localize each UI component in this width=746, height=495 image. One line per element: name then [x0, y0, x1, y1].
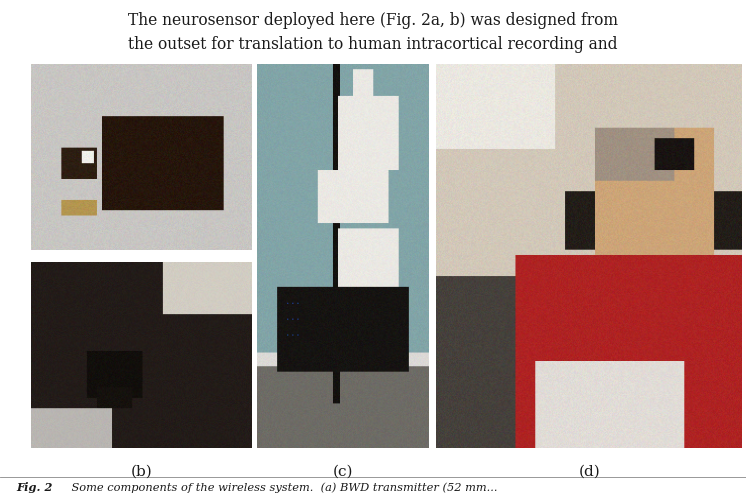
Text: (c): (c): [333, 465, 354, 479]
Text: Fig. 2: Fig. 2: [16, 482, 53, 493]
Text: (d): (d): [578, 465, 601, 479]
Text: the outset for translation to human intracortical recording and: the outset for translation to human intr…: [128, 36, 618, 53]
Text: The neurosensor deployed here (Fig. 2a, b) was designed from: The neurosensor deployed here (Fig. 2a, …: [128, 12, 618, 29]
Text: (a): (a): [131, 267, 152, 281]
Text: Some components of the wireless system.  (a) BWD transmitter (52 mm...: Some components of the wireless system. …: [57, 482, 498, 493]
Text: (b): (b): [131, 465, 153, 479]
